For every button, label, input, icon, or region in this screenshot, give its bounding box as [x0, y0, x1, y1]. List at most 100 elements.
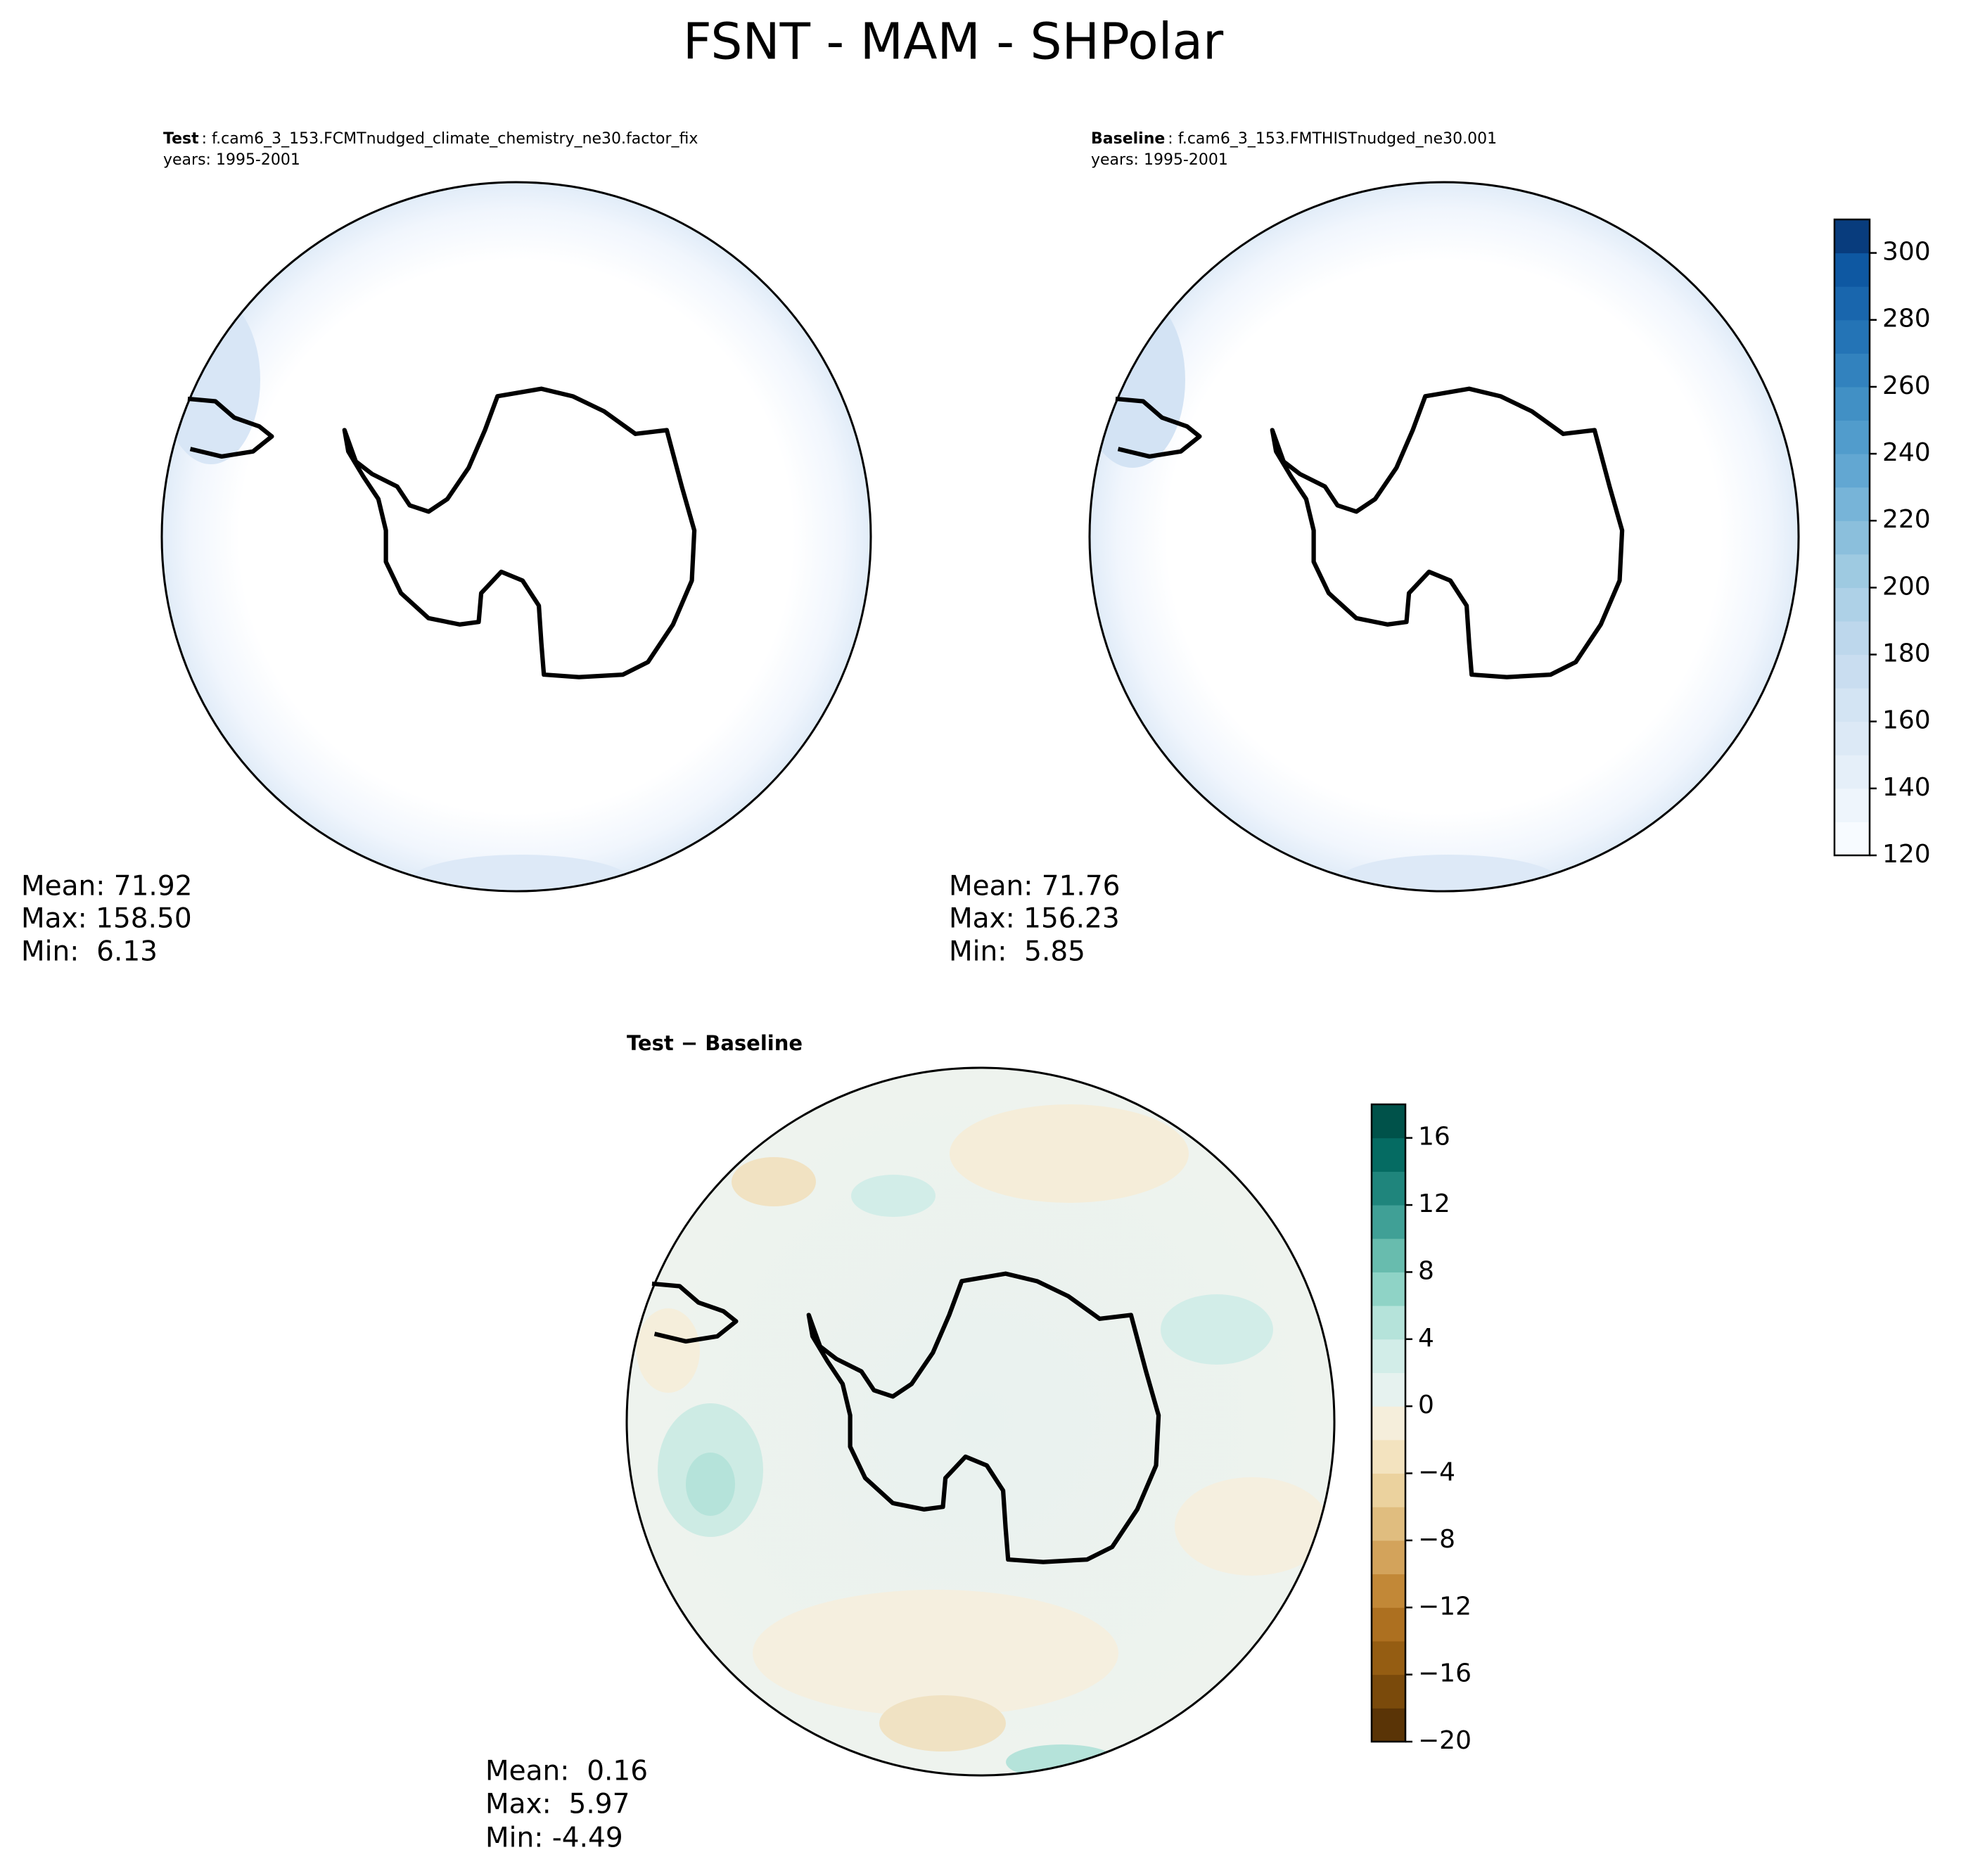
colorbar-band — [1372, 1272, 1405, 1306]
field-patch — [1006, 1744, 1118, 1775]
field-patch — [1161, 1294, 1273, 1365]
field-patch — [637, 1308, 700, 1393]
panel-header: Test: f.cam6_3_153.FCMTnudged_climate_ch… — [163, 130, 698, 148]
years: years: 1995-2001 — [1091, 151, 1228, 169]
colorbar-band — [1834, 587, 1870, 622]
stat: Mean: 71.92 — [21, 871, 192, 902]
test-panel: Test: f.cam6_3_153.FCMTnudged_climate_ch… — [21, 130, 872, 968]
colorbar-band — [1372, 1406, 1405, 1441]
colorbar-frame — [1833, 218, 1871, 857]
colorbar-band — [1372, 1205, 1405, 1239]
colorbar-band — [1834, 822, 1870, 856]
colorbar-band — [1834, 487, 1870, 521]
field-patch — [1336, 855, 1562, 891]
colorbar-band — [1372, 1238, 1405, 1272]
colorbar-band — [1372, 1540, 1405, 1575]
colorbar-tick-label: −20 — [1418, 1726, 1472, 1755]
stat: Mean: 0.16 — [485, 1756, 648, 1787]
field-fill — [162, 182, 871, 891]
field-patch — [732, 1157, 816, 1206]
colorbar-tick-label: 160 — [1882, 706, 1931, 735]
colorbar-band — [1834, 219, 1870, 254]
panel-header: Baseline: f.cam6_3_153.FMTHISTnudged_ne3… — [1091, 130, 1497, 148]
field-patch — [851, 1175, 936, 1217]
field-patch — [753, 1590, 1118, 1716]
colorbar-tick-label: 180 — [1882, 639, 1931, 668]
colorbar-tick-label: 16 — [1418, 1123, 1450, 1151]
colorbar-tick-label: −8 — [1418, 1525, 1455, 1554]
colorbar-tick-label: 220 — [1882, 505, 1931, 534]
panel-label: Test — [163, 130, 199, 148]
field-patch — [686, 1453, 735, 1516]
colorbar-tick-label: 12 — [1418, 1189, 1450, 1218]
colorbar-band — [1834, 755, 1870, 789]
colorbar-band — [1372, 1507, 1405, 1541]
panel-title: Test − Baseline — [627, 1031, 803, 1055]
years: years: 1995-2001 — [163, 151, 300, 169]
colorbar-band — [1372, 1372, 1405, 1407]
colorbar-band — [1372, 1104, 1405, 1139]
colorbar-band — [1834, 721, 1870, 755]
map-boundary — [1088, 181, 1800, 893]
colorbar-band — [1834, 554, 1870, 588]
colorbar-band — [1372, 1607, 1405, 1642]
colorbar-band — [1372, 1171, 1405, 1206]
stat: Max: 156.23 — [949, 903, 1120, 935]
colorbar-tick-label: 120 — [1882, 840, 1931, 869]
baseline-panel: Baseline: f.cam6_3_153.FMTHISTnudged_ne3… — [949, 130, 1800, 968]
colorbar-band — [1834, 620, 1870, 656]
colorbar-band — [1372, 1708, 1405, 1742]
stat: Min: -4.49 — [485, 1823, 623, 1854]
colorbar-tick-label: 4 — [1418, 1324, 1434, 1353]
colorbar-tick-label: −16 — [1418, 1659, 1472, 1688]
stat: Mean: 71.76 — [949, 871, 1120, 902]
colorbar-band — [1834, 454, 1870, 488]
field-patch — [879, 1695, 1006, 1751]
colorbar-band — [1834, 286, 1870, 321]
stat: Max: 158.50 — [21, 903, 192, 935]
colorbar-band — [1372, 1306, 1405, 1340]
colorbar-tick-label: 8 — [1418, 1256, 1434, 1285]
colorbar-tick-label: 240 — [1882, 438, 1931, 467]
colorbar-band — [1834, 253, 1870, 287]
stat: Max: 5.97 — [485, 1789, 630, 1820]
colorbar-band — [1834, 688, 1870, 722]
colorbar-band — [1372, 1137, 1405, 1172]
field-fill — [1090, 182, 1799, 891]
case-name: : f.cam6_3_153.FMTHISTnudged_ne30.001 — [1168, 130, 1497, 148]
colorbar-band — [1834, 788, 1870, 822]
case-name: : f.cam6_3_153.FCMTnudged_climate_chemis… — [202, 130, 698, 148]
colorbar-tick-label: 280 — [1882, 305, 1931, 333]
colorbar-band — [1834, 420, 1870, 454]
colorbar-band — [1372, 1640, 1405, 1676]
field-patch — [408, 855, 633, 891]
map-boundary — [625, 1066, 1336, 1777]
colorbar-band — [1372, 1339, 1405, 1373]
colorbar-tick-label: 300 — [1882, 238, 1931, 267]
map-boundary — [160, 181, 872, 893]
colorbar-tick-label: 200 — [1882, 572, 1931, 601]
colorbar-band — [1372, 1674, 1405, 1709]
colorbar-band — [1834, 353, 1870, 388]
colorbar-tick-label: −4 — [1418, 1458, 1455, 1487]
colorbar-band — [1372, 1439, 1405, 1474]
field — [627, 1068, 1334, 1775]
colorbar-tick-label: 260 — [1882, 371, 1931, 400]
colorbar-tick-label: −12 — [1418, 1592, 1472, 1621]
stat: Min: 6.13 — [21, 936, 158, 968]
field-patch — [1090, 292, 1185, 468]
stat: Min: 5.85 — [949, 936, 1085, 968]
difference-panel: Test − Baseline Mean: 0.16 Max: 5.97 Min… — [485, 1031, 1336, 1854]
colorbar-band — [1834, 319, 1870, 354]
field — [162, 182, 871, 891]
colorbar-band — [1372, 1574, 1405, 1608]
colorbar-band — [1834, 386, 1870, 421]
panel-label: Baseline — [1091, 130, 1165, 148]
figure-title: FSNT - MAM - SHPolar — [683, 13, 1224, 71]
colorbar-frame — [1370, 1103, 1407, 1743]
colorbar-tick-label: 140 — [1882, 773, 1931, 802]
colorbar-band — [1372, 1473, 1405, 1507]
field-fill — [627, 1068, 1334, 1775]
